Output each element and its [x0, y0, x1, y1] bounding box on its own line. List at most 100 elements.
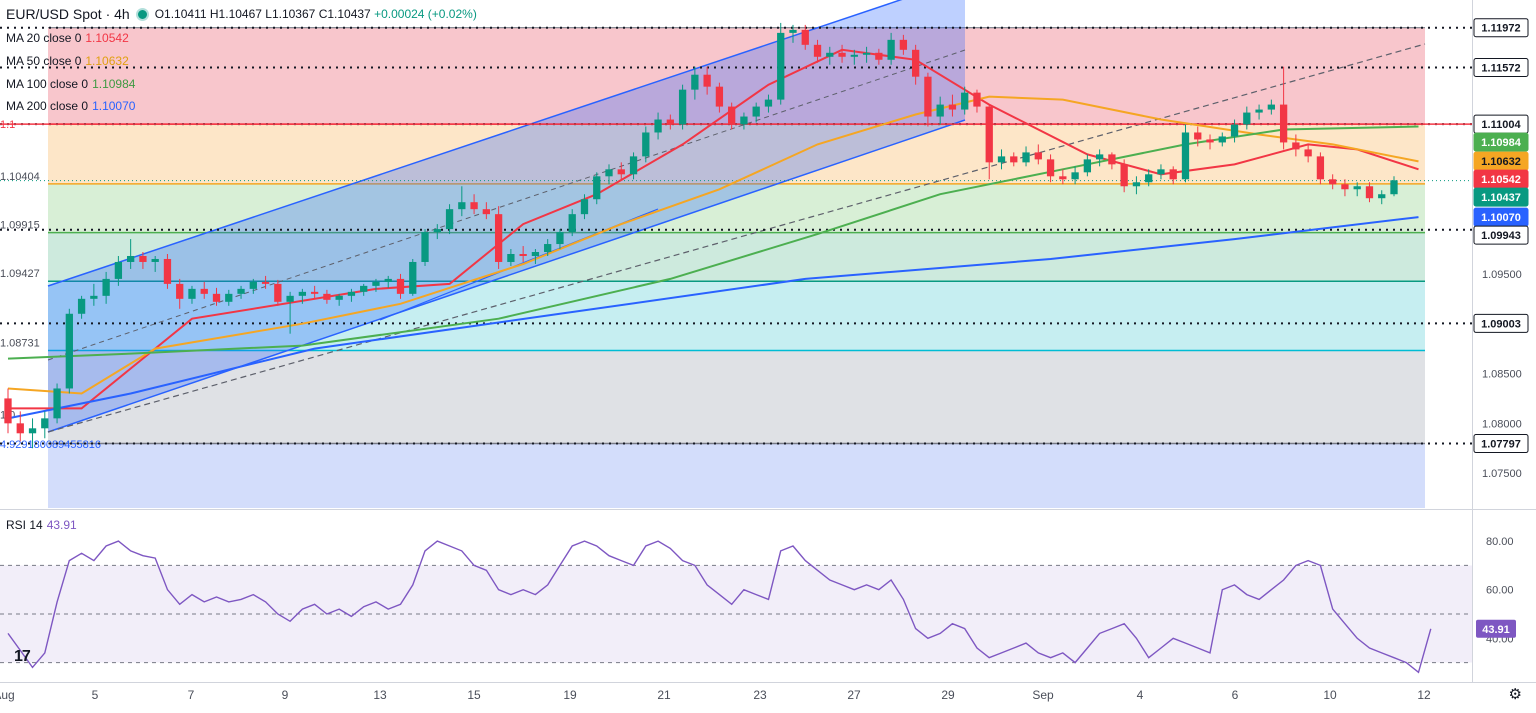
time-axis-tick: 27 [847, 688, 861, 702]
candle-body [1095, 154, 1104, 160]
candle-body [875, 52, 883, 60]
price-badge-label: 1.07797 [1481, 439, 1521, 451]
candle-body [617, 169, 625, 175]
candle-body [556, 232, 564, 245]
candle-body [65, 313, 73, 389]
candle-body [396, 278, 405, 294]
candle-body [1059, 176, 1067, 180]
candle-body [654, 119, 662, 133]
ma100-value: 1.10984 [92, 77, 136, 91]
price-axis-tick: 1.09500 [1482, 269, 1522, 281]
price-badge-label: 1.10437 [1481, 192, 1521, 204]
candle-body [752, 106, 760, 117]
candle-body [384, 278, 392, 282]
time-axis-tick: Sep [1032, 688, 1054, 702]
candle-body [740, 116, 748, 125]
ma200-value: 1.10070 [92, 99, 136, 113]
candle-body [433, 229, 441, 233]
candle-body [409, 261, 417, 294]
candle-body [323, 293, 331, 300]
candle-body [4, 398, 12, 424]
low-value: L1.10367 [265, 7, 316, 21]
ma200-label: MA 200 close 0 [6, 99, 89, 113]
candle-body [544, 244, 552, 253]
symbol-title[interactable]: EUR/USD Spot · 4h [6, 6, 130, 22]
candle-body [691, 74, 699, 90]
fib-zone [48, 443, 1425, 508]
gear-icon[interactable]: ⚙ [1508, 686, 1522, 703]
candle-body [1267, 104, 1275, 110]
rsi-legend[interactable]: RSI 14 43.91 [6, 518, 77, 532]
candle-body [862, 52, 871, 55]
time-axis-tick: 23 [753, 688, 767, 702]
candle-body [16, 423, 24, 434]
candle-body [77, 298, 86, 314]
price-axis-tick: 1.08000 [1482, 418, 1522, 430]
candle-body [1390, 180, 1398, 195]
candle-body [1083, 159, 1092, 173]
ma50-label: MA 50 close 0 [6, 54, 82, 68]
price-badge-label: 1.09003 [1481, 318, 1521, 330]
candle-body [176, 283, 184, 299]
candle-body [629, 156, 638, 175]
ma200-legend[interactable]: MA 200 close 0 1.10070 [6, 99, 135, 113]
fib-level-label: 1.09427 [0, 268, 40, 280]
candle-body [1108, 154, 1116, 165]
candle-body [1304, 149, 1312, 157]
candle-body [899, 39, 908, 50]
price-badge [1473, 18, 1529, 38]
rsi-label: RSI 14 [6, 518, 43, 532]
candle-body [249, 281, 257, 289]
moving-average-line [8, 48, 1419, 410]
candle-body [261, 281, 270, 284]
candle-body [1181, 132, 1190, 180]
candle-body [1046, 159, 1055, 177]
ma100-legend[interactable]: MA 100 close 0 1.10984 [6, 77, 135, 91]
candle-body [1194, 132, 1202, 140]
rsi-badge [1476, 619, 1516, 638]
candle-body [200, 288, 208, 294]
candle-body [1218, 136, 1226, 143]
candle-body [127, 255, 135, 262]
time-axis-tick: Aug [0, 688, 15, 702]
ma20-legend[interactable]: MA 20 close 0 1.10542 [6, 31, 129, 45]
rsi-axis-tick: 60.00 [1486, 585, 1514, 597]
candle-body [41, 418, 49, 429]
candle-body [728, 106, 736, 125]
price-badge-label: 1.11004 [1481, 119, 1521, 131]
ma50-legend[interactable]: MA 50 close 0 1.10632 [6, 54, 129, 68]
candle-body [286, 295, 294, 302]
candle-body [1132, 182, 1141, 187]
candle-body [151, 258, 159, 262]
candle-body [924, 76, 932, 117]
tradingview-logo-icon[interactable]: 17 [14, 648, 31, 665]
candle-body [274, 283, 282, 302]
candle-body [1243, 112, 1251, 125]
candle-body [997, 156, 1006, 163]
candle-body [102, 278, 110, 296]
candle-body [1378, 194, 1386, 199]
ma20-value: 1.10542 [85, 31, 129, 45]
candle-body [1120, 164, 1128, 187]
time-axis-tick: 4 [1137, 688, 1144, 702]
candle-body [421, 232, 429, 262]
candle-body [1010, 156, 1018, 163]
candle-body [838, 52, 846, 57]
time-axis-tick: 5 [92, 688, 99, 702]
high-value: H1.10467 [209, 7, 262, 21]
candle-body [482, 209, 491, 215]
price-badge [1473, 313, 1529, 333]
candle-body [114, 261, 123, 279]
candle-body [568, 214, 576, 233]
candle-body [813, 44, 822, 57]
channel-lower-line [47, 119, 966, 433]
candle-body [494, 214, 503, 262]
ohlc-values: O1.10411 H1.10467 L1.10367 C1.10437 +0.0… [155, 7, 477, 21]
candle-body [237, 288, 245, 294]
candle-body [1341, 184, 1349, 190]
candle-body [1365, 186, 1374, 199]
fib-level-label: 1.08731 [0, 338, 40, 350]
candle-body [887, 39, 895, 60]
